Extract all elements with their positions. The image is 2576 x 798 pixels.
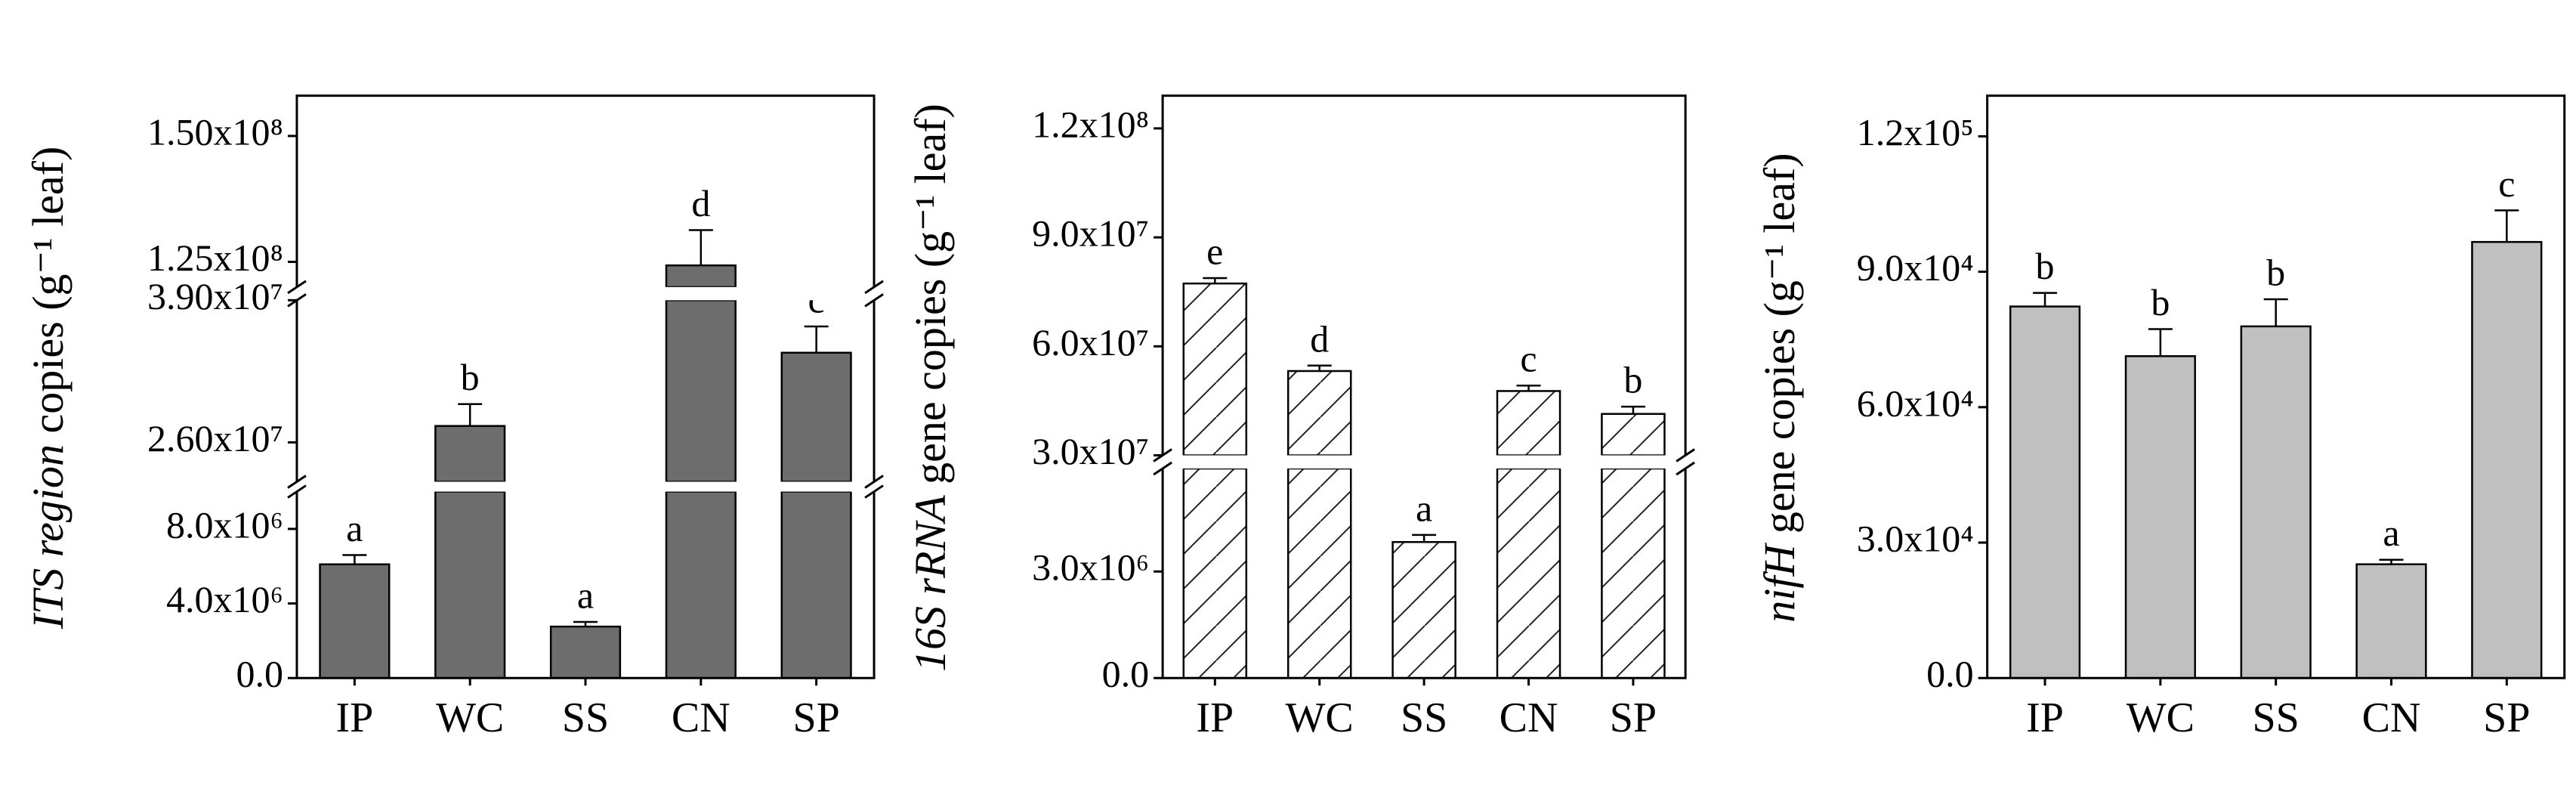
bar bbox=[1182, 282, 1248, 456]
significance-letter: d bbox=[1310, 317, 1329, 360]
bar bbox=[1496, 467, 1561, 679]
bar bbox=[1601, 413, 1666, 456]
x-tick-label: IP bbox=[2026, 694, 2064, 741]
plot-frame bbox=[1161, 94, 1687, 679]
axis-break-gap bbox=[293, 481, 878, 492]
y-axis-label-text: gene copies (g⁻¹ leaf) bbox=[906, 104, 955, 484]
axis-break-mark bbox=[864, 293, 884, 308]
axis-break-mark bbox=[1676, 461, 1695, 476]
y-axis-label: 16S rRNA gene copies (g⁻¹ leaf) bbox=[906, 104, 955, 672]
y-axis-label: nifH gene copies (g⁻¹ leaf) bbox=[1755, 153, 1804, 622]
x-tick-label: IP bbox=[1196, 694, 1234, 741]
bar bbox=[665, 299, 737, 483]
axis-break-mark bbox=[287, 280, 307, 295]
significance-letter: b bbox=[2151, 281, 2170, 323]
x-tick-label: CN bbox=[2362, 694, 2421, 741]
y-tick-label: 0.0 bbox=[1102, 653, 1150, 695]
bar bbox=[1601, 467, 1666, 679]
axis-break-mark bbox=[287, 475, 307, 489]
bar bbox=[780, 490, 852, 679]
axis-break-mark bbox=[1153, 461, 1172, 476]
bar bbox=[1286, 370, 1352, 456]
y-tick-label: 1.2x10⁵ bbox=[1857, 111, 1974, 153]
bar bbox=[2009, 305, 2081, 679]
x-tick-label: SS bbox=[2253, 694, 2300, 741]
significance-letter: a bbox=[2383, 512, 2399, 554]
y-tick-label: 6.0x10⁴ bbox=[1857, 382, 1974, 424]
x-tick-label: CN bbox=[1500, 694, 1558, 741]
bar bbox=[1391, 541, 1456, 679]
y-tick-label: 9.0x10⁴ bbox=[1857, 246, 1974, 289]
bar bbox=[2355, 563, 2427, 679]
significance-letter: a bbox=[577, 574, 594, 616]
axis-break-gap bbox=[1160, 455, 1689, 469]
bar bbox=[434, 490, 506, 679]
bar bbox=[549, 625, 622, 679]
bar bbox=[665, 264, 737, 289]
x-tick-label: SP bbox=[2483, 694, 2530, 741]
axis-break-mark bbox=[1676, 448, 1695, 462]
y-tick-label: 2.60x10⁷ bbox=[147, 417, 283, 459]
plot-frame bbox=[295, 94, 876, 679]
x-tick-label: SP bbox=[792, 694, 839, 741]
bar bbox=[319, 563, 391, 679]
y-tick-label: 0.0 bbox=[236, 653, 283, 695]
y-axis-label-italic: nifH bbox=[1755, 542, 1804, 622]
y-tick-label: 9.0x10⁷ bbox=[1032, 212, 1149, 255]
axis-break-mark bbox=[864, 484, 884, 499]
y-tick-label: 1.2x10⁸ bbox=[1032, 103, 1149, 145]
significance-letter: e bbox=[1206, 230, 1223, 272]
x-tick-label: IP bbox=[335, 694, 373, 741]
axis-break-mark bbox=[864, 475, 884, 489]
bar bbox=[1182, 467, 1248, 679]
axis-break-mark bbox=[287, 484, 307, 499]
bar bbox=[1286, 467, 1352, 679]
y-axis-label-text: copies (g⁻¹ leaf) bbox=[23, 147, 73, 434]
y-tick-label: 6.0x10⁷ bbox=[1032, 321, 1149, 363]
plot-frame bbox=[1986, 94, 2566, 679]
significance-letter: c bbox=[2498, 162, 2515, 205]
bar bbox=[1496, 390, 1561, 456]
y-tick-label: 1.25x10⁸ bbox=[147, 237, 283, 279]
y-tick-label: 3.0x10⁶ bbox=[1032, 546, 1149, 589]
x-tick-label: CN bbox=[672, 694, 730, 741]
bar bbox=[434, 425, 506, 483]
significance-letter: a bbox=[1416, 487, 1432, 529]
significance-letter: a bbox=[346, 507, 363, 549]
y-tick-label: 1.50x10⁸ bbox=[147, 110, 283, 153]
significance-letter: b bbox=[1623, 359, 1642, 401]
significance-letter: b bbox=[2036, 245, 2055, 287]
y-tick-label: 0.0 bbox=[1926, 653, 1974, 695]
bar bbox=[780, 351, 852, 483]
y-axis-label-text: gene copies (g⁻¹ leaf) bbox=[1755, 153, 1804, 534]
significance-letter: c bbox=[1520, 338, 1537, 380]
y-axis-label-italic: ITS region bbox=[23, 444, 73, 629]
y-tick-label: 8.0x10⁶ bbox=[166, 503, 283, 546]
x-tick-label: WC bbox=[2127, 694, 2195, 741]
y-tick-label: 3.90x10⁷ bbox=[147, 275, 283, 317]
y-axis-label-italic: 16S rRNA bbox=[906, 495, 955, 672]
y-axis-label: ITS region copies (g⁻¹ leaf) bbox=[23, 147, 73, 630]
bar bbox=[2471, 240, 2543, 679]
significance-letter: b bbox=[2266, 252, 2285, 294]
x-tick-label: SP bbox=[1610, 694, 1657, 741]
axis-break-mark bbox=[864, 280, 884, 295]
y-tick-label: 3.0x10⁷ bbox=[1032, 430, 1149, 472]
bar bbox=[2124, 355, 2196, 679]
y-tick-label: 4.0x10⁶ bbox=[166, 578, 283, 620]
significance-letter: d bbox=[691, 182, 710, 224]
axis-break-gap bbox=[293, 286, 878, 301]
x-tick-label: SS bbox=[1401, 694, 1447, 741]
x-tick-label: WC bbox=[436, 694, 504, 741]
significance-letter: b bbox=[461, 356, 480, 398]
x-tick-label: WC bbox=[1286, 694, 1354, 741]
x-tick-label: SS bbox=[562, 694, 609, 741]
bar bbox=[665, 490, 737, 679]
bar bbox=[2240, 325, 2312, 679]
y-tick-label: 3.0x10⁴ bbox=[1857, 518, 1974, 560]
